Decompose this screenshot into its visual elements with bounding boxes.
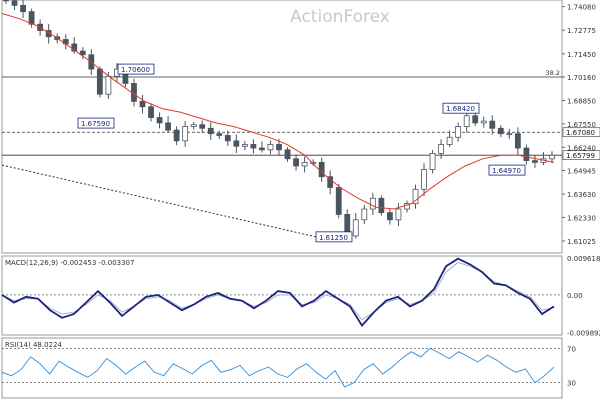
price-plot-frame bbox=[1, 0, 563, 254]
candle-body bbox=[199, 124, 206, 129]
price-y-tick-label: 1.66240 bbox=[567, 144, 596, 152]
level-label: 38.2 bbox=[546, 69, 560, 77]
candle-body bbox=[301, 161, 308, 167]
moving-average-line bbox=[1, 13, 555, 210]
rsi-y-tick-label: 70 bbox=[567, 345, 576, 353]
candle-body bbox=[105, 75, 112, 95]
macd-y-tick-label: 0.00 bbox=[567, 292, 583, 300]
candle-body bbox=[165, 122, 171, 131]
price-y-tick-label: 1.67550 bbox=[567, 121, 596, 129]
candle-body bbox=[395, 208, 402, 221]
candle-body bbox=[148, 106, 154, 118]
candle-body bbox=[190, 124, 197, 127]
candle-body bbox=[472, 115, 479, 124]
candle-body bbox=[438, 144, 444, 154]
candle-body bbox=[28, 11, 35, 25]
candle-body bbox=[378, 197, 385, 214]
candle-body bbox=[514, 133, 521, 149]
price-y-tick-label: 1.62330 bbox=[567, 214, 596, 222]
price-annotation-box bbox=[442, 102, 480, 114]
rsi-panel: RSI(14) 48.0224 70 30 bbox=[1, 337, 576, 399]
price-y-tick-label: 1.71450 bbox=[567, 51, 596, 59]
candle-body bbox=[259, 147, 265, 151]
candle-body bbox=[182, 126, 189, 142]
candle-body bbox=[335, 187, 342, 215]
macd-signal-line bbox=[1, 262, 555, 321]
price-annotation: 1.70600 bbox=[121, 66, 150, 74]
candle-body bbox=[241, 144, 248, 147]
candle-body bbox=[250, 144, 257, 149]
rsi-label: RSI(14) 48.0224 bbox=[5, 341, 62, 349]
price-annotation: 1.61250 bbox=[319, 234, 348, 242]
candle-body bbox=[489, 120, 496, 129]
candle-body bbox=[79, 50, 86, 56]
macd-line bbox=[1, 257, 555, 327]
price-y-tick-label: 1.68850 bbox=[567, 97, 596, 105]
candle-body bbox=[532, 160, 538, 163]
candle-body bbox=[446, 136, 453, 145]
macd-label: MACD(12,26,9) -0.002453 -0.003307 bbox=[5, 259, 134, 267]
macd-panel: MACD(12,26,9) -0.002453 -0.003307 0.00961… bbox=[1, 255, 600, 338]
candle-body bbox=[429, 153, 436, 170]
level-price-box bbox=[562, 150, 600, 161]
level-price-box bbox=[562, 127, 600, 138]
candle-body bbox=[506, 133, 513, 136]
price-y-tick-label: 1.61025 bbox=[567, 238, 596, 246]
price-annotation-box bbox=[488, 164, 526, 176]
macd-y-tick-label: 0.009618 bbox=[567, 255, 600, 263]
price-annotation: 1.68420 bbox=[446, 105, 475, 113]
candle-body bbox=[361, 208, 368, 221]
price-y-tick-label: 1.74080 bbox=[567, 4, 596, 12]
rsi-y-tick-label: 30 bbox=[567, 380, 576, 388]
watermark: ActionForex bbox=[290, 7, 390, 27]
candle-body bbox=[412, 188, 419, 205]
candle-body bbox=[549, 154, 555, 160]
candle-body bbox=[293, 158, 299, 167]
candle-body bbox=[233, 140, 240, 147]
candle-body bbox=[216, 133, 223, 136]
candle-body bbox=[352, 219, 359, 237]
candle-body bbox=[480, 120, 487, 124]
macd-y-tick-label: -0.009892 bbox=[567, 330, 600, 338]
candle-body bbox=[71, 43, 78, 52]
price-annotation-box bbox=[77, 117, 115, 129]
candle-body bbox=[455, 126, 462, 138]
price-y-tick-label: 1.70160 bbox=[567, 74, 596, 82]
candle-body bbox=[421, 169, 427, 190]
candle-body bbox=[369, 197, 376, 210]
candle-body bbox=[284, 149, 291, 160]
candle-body bbox=[267, 144, 274, 151]
price-annotation: 1.67590 bbox=[81, 120, 110, 128]
price-y-tick-label: 1.64945 bbox=[567, 167, 596, 175]
candle-body bbox=[207, 127, 214, 135]
candle-body bbox=[327, 176, 334, 188]
candle-body bbox=[11, 0, 18, 6]
candle-body bbox=[497, 127, 504, 135]
price-annotation-box bbox=[315, 231, 353, 243]
rsi-plot-frame bbox=[1, 337, 563, 399]
candle-body bbox=[224, 135, 231, 142]
candle-body bbox=[3, 0, 9, 2]
price-y-tick-label: 1.63630 bbox=[567, 191, 596, 199]
candle-body bbox=[463, 115, 470, 127]
candle-body bbox=[387, 212, 393, 221]
rsi-line bbox=[1, 347, 555, 388]
price-y-tick-label: 1.72775 bbox=[567, 27, 596, 35]
price-annotation: 1.64970 bbox=[492, 167, 521, 175]
candle-body bbox=[20, 4, 26, 13]
candle-body bbox=[156, 117, 163, 124]
price-panel: 1.74080 1.72775 1.71450 1.70160 1.68850 1.675… bbox=[1, 0, 600, 254]
price-annotation-box bbox=[117, 63, 155, 75]
candle-body bbox=[404, 203, 410, 210]
candle-body bbox=[318, 161, 325, 178]
candle-body bbox=[173, 129, 180, 142]
candle-body bbox=[96, 68, 103, 95]
candle-body bbox=[523, 147, 530, 161]
candle-body bbox=[139, 100, 146, 108]
level-price-label: 1.65799 bbox=[566, 152, 595, 160]
level-price-label: 1.67080 bbox=[566, 129, 595, 137]
candle-body bbox=[276, 144, 282, 151]
